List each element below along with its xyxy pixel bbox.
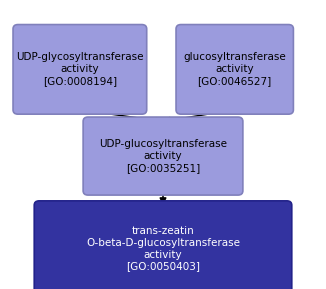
Text: trans-zeatin
O-beta-D-glucosyltransferase
activity
[GO:0050403]: trans-zeatin O-beta-D-glucosyltransferas… [86, 225, 240, 272]
FancyBboxPatch shape [176, 25, 293, 114]
Text: glucosyltransferase
activity
[GO:0046527]: glucosyltransferase activity [GO:0046527… [183, 52, 286, 86]
Text: UDP-glycosyltransferase
activity
[GO:0008194]: UDP-glycosyltransferase activity [GO:000… [16, 52, 144, 86]
Text: UDP-glucosyltransferase
activity
[GO:0035251]: UDP-glucosyltransferase activity [GO:003… [99, 139, 227, 173]
FancyBboxPatch shape [34, 201, 292, 289]
FancyBboxPatch shape [13, 25, 147, 114]
FancyBboxPatch shape [83, 117, 243, 195]
